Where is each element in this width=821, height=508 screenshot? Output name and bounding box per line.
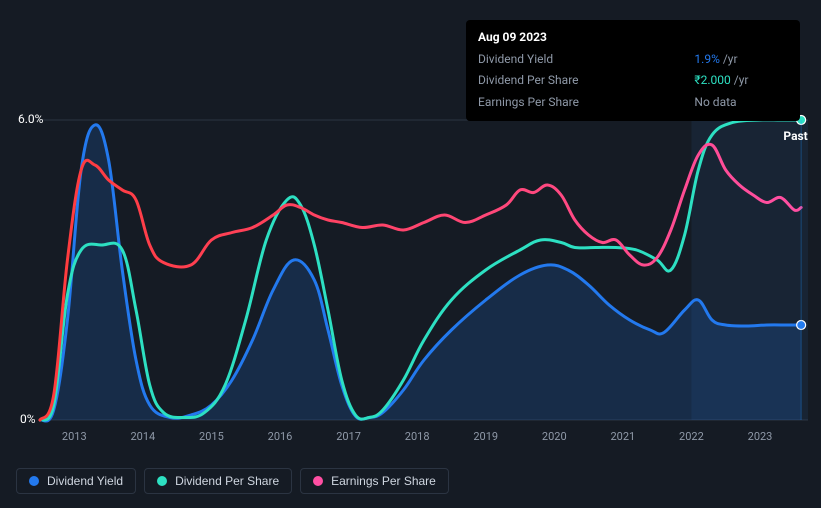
legend-dot-icon <box>313 476 323 486</box>
legend-item-dividend-per-share[interactable]: Dividend Per Share <box>144 468 292 494</box>
tooltip-row: Dividend Per Share₹2.000 /yr <box>478 70 788 91</box>
tooltip-row-value: No data <box>694 92 788 113</box>
y-axis-label-min: 0% <box>20 412 36 426</box>
legend-item-label: Dividend Yield <box>47 474 123 488</box>
past-label: Past <box>783 129 807 143</box>
x-axis-tick: 2016 <box>268 430 293 443</box>
x-axis-tick: 2020 <box>542 430 567 443</box>
chart-legend: Dividend Yield Dividend Per Share Earnings… <box>16 468 449 494</box>
tooltip-row-label: Dividend Yield <box>478 49 694 70</box>
legend-item-earnings-per-share[interactable]: Earnings Per Share <box>300 468 449 494</box>
tooltip-table: Dividend Yield1.9% /yrDividend Per Share… <box>478 49 788 113</box>
legend-item-label: Dividend Per Share <box>175 474 279 488</box>
tooltip-header: Aug 09 2023 <box>478 28 788 47</box>
y-axis-label-max: 6.0% <box>18 112 43 126</box>
chart-tooltip: Aug 09 2023 Dividend Yield1.9% /yrDivide… <box>466 20 800 121</box>
legend-dot-icon <box>157 476 167 486</box>
x-axis-tick: 2018 <box>405 430 430 443</box>
x-axis-tick: 2013 <box>62 430 87 443</box>
x-axis-tick: 2022 <box>679 430 704 443</box>
tooltip-row: Dividend Yield1.9% /yr <box>478 49 788 70</box>
tooltip-row-value: ₹2.000 /yr <box>694 70 788 91</box>
tooltip-row-value: 1.9% /yr <box>694 49 788 70</box>
x-axis-tick: 2017 <box>336 430 361 443</box>
x-axis-tick: 2015 <box>199 430 224 443</box>
tooltip-row-label: Dividend Per Share <box>478 70 694 91</box>
legend-item-dividend-yield[interactable]: Dividend Yield <box>16 468 136 494</box>
x-axis-tick: 2021 <box>610 430 635 443</box>
x-axis-tick: 2023 <box>748 430 773 443</box>
tooltip-row-label: Earnings Per Share <box>478 92 694 113</box>
legend-dot-icon <box>29 476 39 486</box>
tooltip-row: Earnings Per ShareNo data <box>478 92 788 113</box>
x-axis-tick: 2019 <box>473 430 498 443</box>
x-axis-tick: 2014 <box>130 430 155 443</box>
legend-item-label: Earnings Per Share <box>331 474 436 488</box>
